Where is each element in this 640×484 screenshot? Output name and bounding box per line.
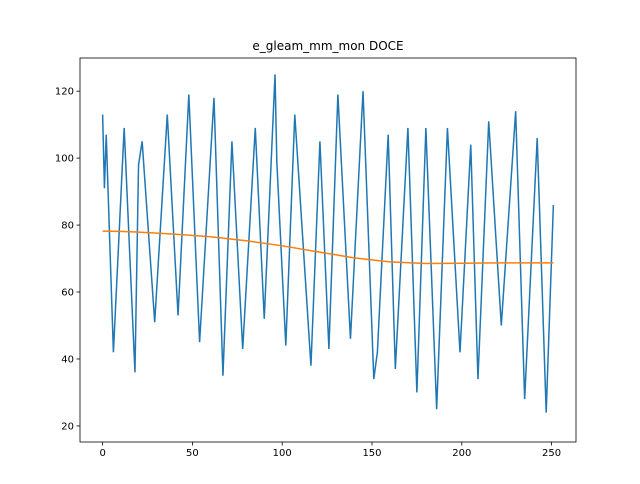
line-series	[102, 230, 554, 265]
y-tick-label: 80	[61, 221, 74, 232]
x-tick-label: 50	[186, 448, 199, 459]
plot-frame	[79, 57, 577, 443]
y-tick-label: 120	[55, 87, 74, 98]
line-series	[101, 74, 555, 413]
y-tick-label: 60	[61, 288, 74, 299]
y-tick-label: 100	[55, 154, 74, 165]
y-tick-label: 20	[61, 421, 74, 432]
x-tick-label: 250	[542, 448, 561, 459]
x-tick-label: 100	[273, 448, 292, 459]
y-tick-label: 40	[61, 354, 74, 365]
x-tick-label: 0	[99, 448, 105, 459]
chart-title: e_gleam_mm_mon DOCE	[252, 39, 403, 53]
x-tick-label: 200	[452, 448, 471, 459]
x-tick-label: 150	[362, 448, 381, 459]
